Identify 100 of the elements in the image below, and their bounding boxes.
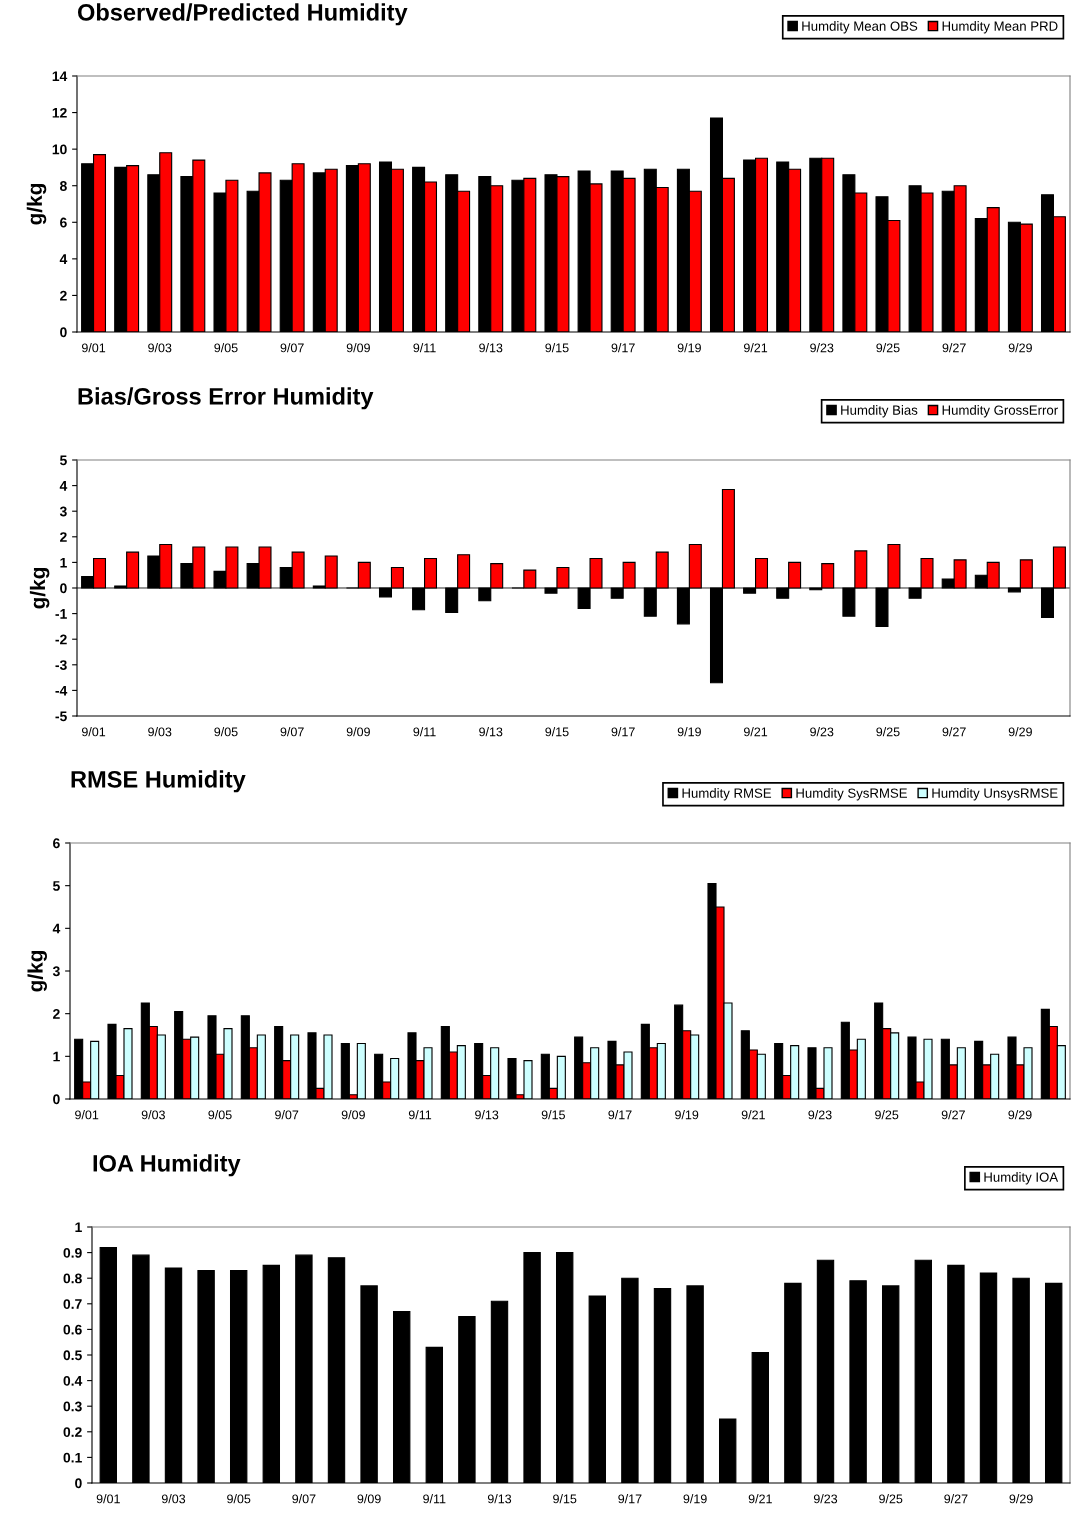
y-tick-label: 14 — [52, 71, 68, 82]
y-axis-title: g/kg — [27, 950, 47, 992]
x-tick-label: 9/11 — [423, 1494, 446, 1504]
y-tick-label: 0.2 — [63, 1427, 82, 1437]
y-tick-label: 0 — [53, 1094, 60, 1105]
y-tick-label: 4 — [52, 923, 61, 934]
y-tick-label: 1 — [53, 1051, 60, 1062]
x-tick-label: 9/29 — [1009, 1494, 1033, 1504]
legend-label: Humdity Mean PRD — [942, 21, 1058, 34]
y-tick-label: 0 — [75, 1478, 82, 1489]
x-tick-label: 9/15 — [545, 727, 569, 737]
y-tick-label: 4 — [59, 481, 68, 491]
chart-title: Bias/Gross Error Humidity — [78, 387, 374, 410]
x-tick-label: 9/17 — [608, 1110, 632, 1120]
x-tick-label: 9/17 — [611, 343, 635, 353]
y-tick-label: 0.6 — [63, 1324, 82, 1335]
x-tick-label: 9/19 — [677, 727, 701, 737]
x-tick-label: 9/27 — [942, 727, 966, 737]
y-tick-label: 10 — [52, 144, 67, 155]
x-tick-label: 9/03 — [161, 1494, 186, 1504]
x-tick-label: 9/25 — [876, 727, 900, 737]
y-tick-label: 5 — [52, 881, 60, 891]
y-tick-label: 0 — [60, 583, 67, 594]
y-tick-label: 2 — [53, 1009, 60, 1019]
y-tick-label: 0 — [60, 327, 67, 338]
x-tick-label: 9/03 — [148, 343, 172, 353]
x-tick-label: 9/07 — [280, 727, 304, 737]
x-tick-label: 9/09 — [346, 343, 370, 353]
x-tick-label: 9/09 — [357, 1494, 381, 1504]
y-tick-label: 1 — [75, 1222, 82, 1233]
x-tick-label: 9/21 — [741, 1110, 765, 1120]
y-tick-label: 0.3 — [63, 1401, 82, 1412]
x-tick-label: 9/05 — [214, 727, 238, 737]
chart-title: IOA Humidity — [93, 1154, 241, 1177]
x-tick-label: 9/03 — [148, 727, 172, 737]
y-axis-title: g/kg — [26, 183, 47, 225]
x-tick-label: 9/01 — [75, 1110, 99, 1120]
y-tick-label: -2 — [55, 634, 67, 645]
y-tick-label: -5 — [55, 711, 67, 722]
x-tick-label: 9/09 — [341, 1110, 365, 1120]
y-tick-label: 8 — [59, 181, 67, 191]
y-tick-label: 2 — [60, 290, 67, 301]
y-tick-label: 3 — [59, 506, 67, 517]
x-tick-label: 9/13 — [479, 727, 503, 737]
y-tick-label: 0.9 — [63, 1247, 82, 1258]
x-tick-label: 9/19 — [683, 1494, 707, 1504]
x-tick-label: 9/11 — [408, 1110, 432, 1120]
y-tick-label: 6 — [60, 217, 67, 228]
x-tick-label: 9/23 — [810, 343, 834, 353]
legend-label: Humdity RMSE — [682, 788, 772, 801]
y-tick-label: 0.8 — [63, 1273, 82, 1284]
x-tick-label: 9/15 — [541, 1110, 565, 1120]
y-tick-label: 1 — [60, 557, 67, 568]
legend-label: Humdity GrossError — [942, 405, 1058, 418]
y-tick-label: -4 — [55, 685, 68, 696]
x-tick-label: 9/07 — [280, 343, 304, 353]
y-tick-label: 0.4 — [63, 1375, 83, 1386]
legend-label: Humdity Mean OBS — [802, 21, 918, 34]
x-tick-label: 9/13 — [479, 343, 503, 353]
legend-label: Humdity Bias — [841, 405, 918, 418]
x-tick-label: 9/01 — [81, 343, 106, 353]
x-tick-label: 9/23 — [808, 1110, 832, 1120]
x-tick-label: 9/05 — [214, 343, 238, 353]
x-tick-label: 9/27 — [941, 1110, 965, 1120]
x-tick-label: 9/15 — [553, 1494, 577, 1504]
x-tick-label: 9/21 — [743, 343, 768, 353]
y-tick-label: 6 — [53, 838, 60, 849]
x-tick-label: 9/29 — [1008, 1110, 1032, 1120]
x-tick-label: 9/15 — [545, 343, 569, 353]
x-tick-label: 9/05 — [208, 1110, 232, 1120]
x-tick-label: 9/17 — [611, 727, 635, 737]
y-tick-label: 3 — [52, 966, 60, 977]
x-tick-label: 9/21 — [743, 727, 768, 737]
y-tick-label: 4 — [59, 254, 68, 264]
x-tick-label: 9/09 — [346, 727, 370, 737]
x-tick-label: 9/27 — [942, 343, 966, 353]
x-tick-label: 9/11 — [413, 727, 436, 737]
chart-title: RMSE Humidity — [71, 770, 246, 793]
x-tick-label: 9/25 — [879, 1494, 903, 1504]
x-tick-label: 9/03 — [141, 1110, 165, 1120]
x-tick-label: 9/01 — [96, 1494, 120, 1504]
x-tick-label: 9/13 — [475, 1110, 499, 1120]
x-tick-label: 9/11 — [413, 343, 436, 353]
x-tick-label: 9/07 — [275, 1110, 299, 1120]
x-tick-label: 9/23 — [810, 727, 834, 737]
legend-label: Humdity UnsysRMSE — [932, 788, 1058, 801]
legend-label: Humdity SysRMSE — [796, 788, 907, 801]
x-tick-label: 9/19 — [677, 343, 701, 353]
y-tick-label: 0.5 — [63, 1350, 82, 1361]
chart-title: Observed/Predicted Humidity — [77, 3, 408, 26]
x-tick-label: 9/07 — [292, 1494, 316, 1504]
y-tick-label: 0.7 — [63, 1299, 82, 1309]
x-tick-label: 9/29 — [1008, 727, 1032, 737]
y-tick-label: 5 — [59, 455, 67, 466]
x-tick-label: 9/13 — [487, 1494, 512, 1504]
x-tick-label: 9/01 — [81, 727, 106, 737]
x-tick-label: 9/23 — [813, 1494, 838, 1504]
y-tick-label: 0.1 — [63, 1452, 82, 1463]
x-tick-label: 9/25 — [875, 1110, 899, 1120]
y-axis-title: g/kg — [29, 567, 50, 609]
